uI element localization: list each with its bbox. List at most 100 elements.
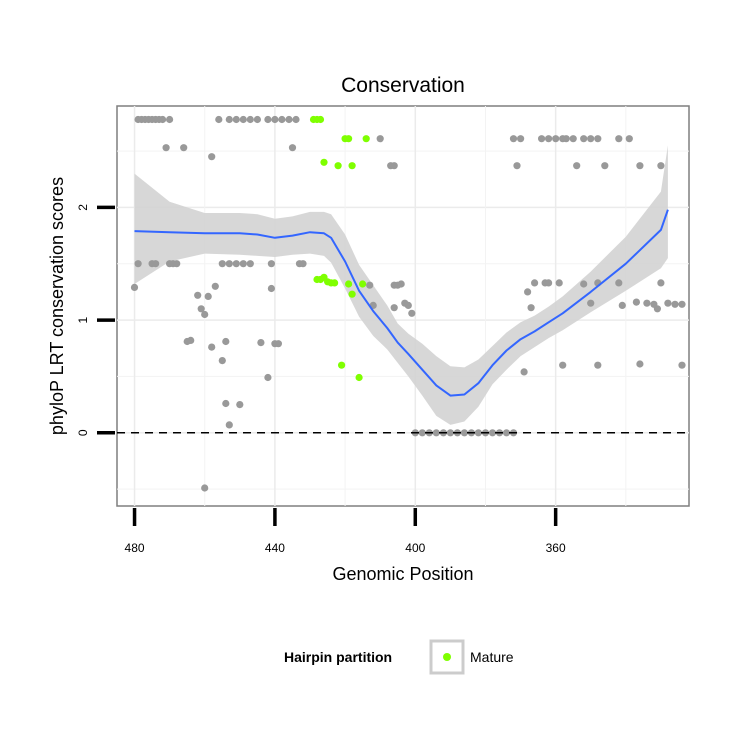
point-mature: [334, 162, 342, 170]
point-other: [650, 300, 658, 308]
point-other: [488, 429, 497, 437]
point-other: [236, 401, 244, 409]
point-other: [267, 284, 275, 293]
point-mature: [338, 361, 346, 369]
point-other: [264, 373, 272, 382]
point-other: [285, 115, 293, 124]
x-axis-title: Genomic Position: [332, 564, 473, 584]
point-other: [545, 135, 553, 143]
point-other: [408, 309, 416, 317]
point-other: [232, 260, 240, 268]
point-other: [239, 115, 247, 124]
point-mature: [362, 135, 370, 143]
point-other: [555, 279, 563, 287]
point-other: [130, 283, 139, 291]
point-other: [446, 429, 454, 437]
legend-title: Hairpin partition: [284, 649, 392, 665]
point-mature: [320, 158, 328, 166]
point-other: [194, 291, 202, 299]
point-other: [569, 135, 577, 143]
smooth-line: [134, 209, 669, 397]
point-other: [201, 310, 209, 319]
point-other: [580, 280, 588, 288]
y-tick-label: 2: [76, 204, 90, 211]
point-other: [573, 162, 581, 170]
point-other: [509, 135, 518, 143]
smooth-line-layer: [134, 209, 669, 397]
point-other: [211, 282, 219, 290]
x-axis: 480 440 400 360: [125, 508, 566, 555]
point-other: [562, 135, 570, 143]
point-other: [625, 135, 633, 143]
point-other: [671, 300, 679, 308]
point-other: [594, 135, 602, 143]
point-other: [513, 162, 521, 170]
point-other: [215, 115, 223, 124]
point-other: [517, 135, 525, 143]
point-other: [632, 298, 641, 306]
point-other: [432, 429, 440, 437]
point-other: [520, 368, 528, 376]
point-mature: [345, 135, 353, 143]
point-other: [615, 135, 623, 143]
point-other: [580, 135, 588, 143]
point-other: [474, 429, 482, 437]
point-other: [390, 162, 398, 170]
point-other: [204, 292, 212, 300]
point-other: [601, 162, 609, 170]
point-other: [538, 135, 546, 143]
point-other: [271, 115, 279, 124]
point-other: [267, 260, 275, 268]
point-other: [232, 115, 240, 124]
point-mature: [359, 280, 367, 288]
point-other: [288, 144, 297, 152]
point-other: [208, 153, 216, 161]
point-other: [545, 279, 553, 287]
point-other: [618, 301, 626, 309]
point-other: [397, 280, 405, 288]
point-mature: [345, 280, 353, 288]
x-tick-label: 400: [405, 541, 425, 555]
point-other: [225, 115, 233, 124]
point-other: [376, 135, 384, 143]
point-other: [159, 115, 167, 124]
point-other: [201, 484, 209, 492]
point-other: [531, 279, 539, 287]
point-mature: [355, 373, 363, 382]
point-mature: [348, 162, 356, 170]
point-other: [636, 360, 644, 368]
point-other: [390, 304, 398, 312]
y-tick-label: 0: [76, 429, 90, 436]
point-other: [678, 361, 686, 369]
point-other: [197, 305, 205, 313]
point-other: [615, 279, 623, 287]
point-other: [246, 260, 254, 268]
grid-lines: [117, 106, 689, 506]
points-layer: [130, 115, 686, 492]
point-other: [299, 260, 307, 268]
point-other: [225, 260, 233, 268]
point-other: [587, 135, 595, 143]
point-other: [152, 260, 160, 268]
point-other: [222, 399, 230, 408]
legend-mature-label: Mature: [470, 649, 514, 665]
point-other: [664, 299, 672, 307]
point-other: [657, 279, 665, 287]
point-other: [594, 361, 602, 369]
point-other: [636, 162, 644, 170]
point-mature: [316, 115, 325, 124]
point-other: [162, 144, 170, 152]
point-other: [218, 357, 226, 365]
y-axis: 0 1 2: [76, 204, 115, 436]
point-other: [166, 115, 174, 124]
chart-title: Conservation: [341, 74, 465, 97]
point-other: [239, 260, 247, 268]
point-other: [559, 361, 567, 369]
point-other: [524, 288, 532, 296]
point-other: [173, 260, 181, 268]
point-other: [180, 144, 188, 152]
point-other: [257, 339, 265, 347]
x-tick-label: 480: [125, 541, 145, 555]
point-other: [253, 115, 261, 124]
